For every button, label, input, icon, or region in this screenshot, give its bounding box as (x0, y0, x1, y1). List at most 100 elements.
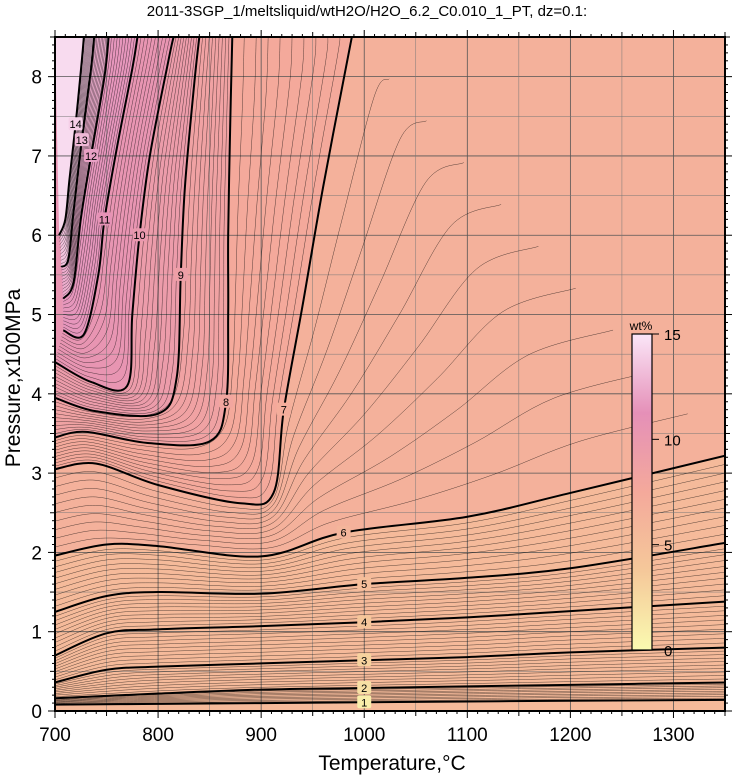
minor-contour (62, 37, 102, 283)
y-axis-ticks: 0 1 2 3 4 5 6 7 8 (31, 68, 42, 723)
minor-contour (55, 548, 725, 617)
minor-contour (60, 37, 91, 255)
minor-contour (55, 37, 257, 456)
minor-contour (59, 37, 156, 359)
contour-label-3: 3 (361, 655, 367, 667)
minor-contour (55, 37, 329, 492)
contour-label-5: 5 (361, 579, 367, 591)
minor-contour (55, 610, 725, 662)
minor-contour (55, 37, 281, 467)
minor-contour (55, 566, 725, 630)
colorbar-tick-label: 15 (664, 327, 681, 344)
minor-contour (55, 595, 725, 652)
minor-contour (62, 37, 104, 287)
colorbar-ticks: 0 5 10 15 (652, 327, 681, 660)
minor-contour (55, 37, 203, 418)
minor-contour (55, 589, 725, 647)
y-tick-label: 8 (31, 68, 42, 89)
minor-contour (55, 371, 651, 544)
contour-label-bg (357, 653, 372, 667)
fill-bands (55, 37, 725, 711)
minor-contour (63, 37, 127, 320)
minor-contour (63, 37, 121, 312)
minor-contour (59, 37, 89, 249)
y-tick-label: 3 (31, 464, 42, 485)
frame-ticks (48, 30, 732, 718)
y-tick-label: 6 (31, 226, 42, 247)
contour-5 (55, 541, 725, 613)
minor-contour (55, 554, 725, 621)
minor-contour (60, 37, 92, 258)
contour-label-bg (132, 228, 147, 242)
contour-4 (55, 600, 725, 657)
y-tick-label: 2 (31, 543, 42, 564)
minor-contour (55, 37, 185, 401)
minor-contour (55, 633, 725, 675)
contour-14 (58, 37, 85, 236)
minor-contour (63, 37, 118, 309)
y-tick-label: 1 (31, 623, 42, 644)
contour-label-1: 1 (361, 697, 367, 709)
minor-contour (55, 499, 725, 584)
minor-contour (55, 37, 230, 442)
contour-label-bg (68, 117, 83, 131)
x-tick-label: 1000 (343, 725, 385, 746)
minor-contour (55, 671, 725, 694)
minor-contour (55, 668, 725, 693)
minor-contour (55, 120, 427, 515)
minor-contour (59, 37, 88, 245)
contour-7 (55, 37, 353, 506)
y-tick-label: 7 (31, 147, 42, 168)
contour-label-12: 12 (85, 151, 97, 163)
contour-label-bg (173, 267, 188, 281)
contour-label-10: 10 (133, 230, 145, 242)
minor-contour (55, 37, 171, 383)
x-tick-label: 900 (245, 725, 277, 746)
minor-contour (55, 37, 269, 461)
minor-contour (55, 204, 502, 525)
minor-contour (55, 664, 725, 691)
contour-label-bg (276, 402, 291, 416)
minor-contour (55, 605, 725, 659)
colorbar-tick-label: 10 (664, 432, 681, 449)
minor-contour (62, 37, 106, 293)
minor-contour (55, 628, 725, 672)
minor-contour (55, 37, 197, 414)
contour-label-bg (357, 615, 372, 629)
x-axis-ticks: 700 800 900 1000 1100 1200 1300 (39, 725, 694, 746)
minor-contour (55, 624, 725, 670)
contour-label-14: 14 (69, 119, 81, 131)
minor-contour (59, 37, 90, 252)
minor-contour (55, 162, 464, 520)
thin-contours (55, 37, 725, 705)
minor-contour (59, 37, 87, 242)
x-tick-label: 1200 (549, 725, 591, 746)
contour-label-bg (357, 681, 372, 695)
minor-contour (56, 37, 167, 376)
minor-contour (61, 37, 101, 280)
contour-label-9: 9 (178, 270, 184, 282)
minor-contour (55, 37, 213, 426)
minor-contour (55, 37, 177, 394)
grid (54, 37, 725, 712)
minor-contour (62, 37, 108, 296)
x-axis-label: Temperature,°C (318, 752, 465, 775)
y-tick-label: 0 (31, 702, 42, 723)
minor-contour (55, 246, 539, 529)
minor-contour (55, 37, 226, 438)
contour-label-bg (357, 695, 372, 709)
minor-contour (55, 472, 725, 568)
contour-label-6: 6 (341, 528, 347, 540)
minor-contour (55, 413, 688, 550)
minor-contour (55, 638, 725, 678)
minor-contour (55, 37, 223, 435)
fill-band-14 (55, 37, 84, 236)
minor-contour (61, 37, 99, 277)
contour-label-13: 13 (76, 135, 88, 147)
contour-label-bg (219, 394, 234, 408)
minor-contour (55, 650, 725, 685)
minor-contour (55, 577, 725, 639)
